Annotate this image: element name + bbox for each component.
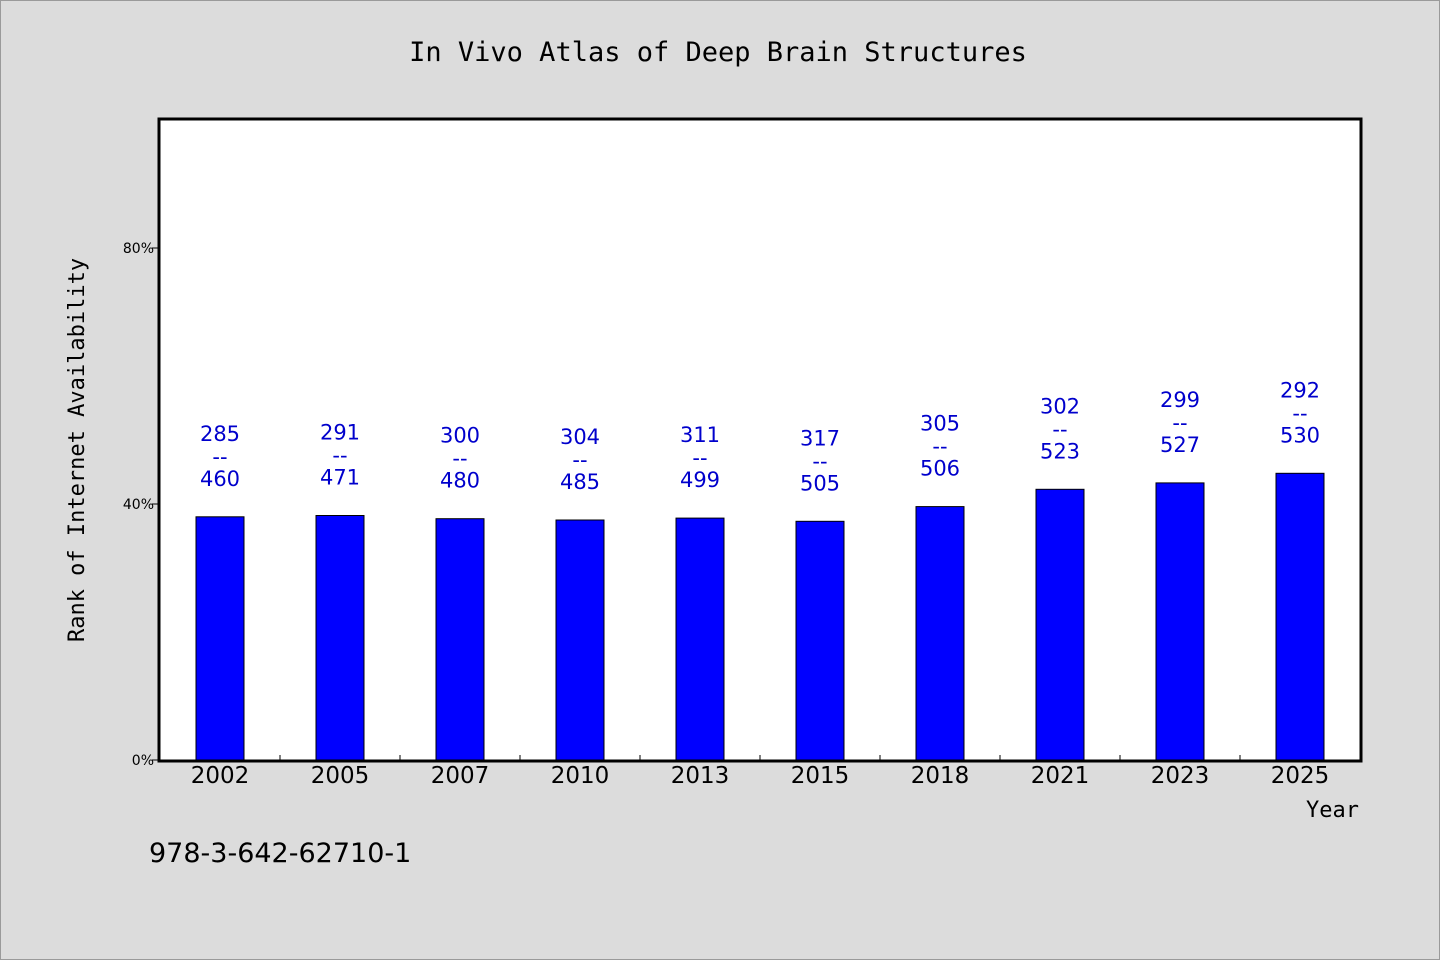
bar-label-separator: --: [452, 447, 467, 471]
bar: [675, 517, 725, 761]
y-axis-label: Rank of Internet Availability: [65, 258, 90, 642]
x-tick-label: 2023: [1151, 763, 1210, 789]
bar-label-bottom: 530: [1280, 423, 1320, 447]
bar-label-separator: --: [812, 449, 827, 473]
bar: [1155, 482, 1205, 761]
bar: [555, 519, 605, 761]
x-tick-label: 2013: [671, 763, 730, 789]
bar-labels-group: 285--460291--471300--480304--485311--499…: [200, 378, 1320, 495]
bar-label-separator: --: [692, 446, 707, 470]
bar: [1035, 488, 1085, 761]
bar-label-top: 300: [440, 424, 480, 448]
bar-label-separator: --: [932, 435, 947, 459]
bar-label-top: 299: [1160, 388, 1200, 412]
bar-label-bottom: 523: [1040, 439, 1080, 463]
bar-label-bottom: 505: [800, 471, 840, 495]
x-ticks-group: 2002 2005 2007 2010 2013 2015 2018 2021 2023 2025: [191, 755, 1330, 789]
bar: [315, 515, 365, 761]
x-tick-label: 2005: [311, 763, 370, 789]
chart-title: In Vivo Atlas of Deep Brain Structures: [409, 37, 1027, 68]
bar-label-top: 285: [200, 422, 240, 446]
bar-label-bottom: 485: [560, 470, 600, 494]
bar-label-bottom: 506: [920, 457, 960, 481]
bars-group: [195, 472, 1325, 761]
x-tick-label: 2018: [911, 763, 970, 789]
y-ticks-group: 0% 40% 80%: [123, 241, 160, 769]
bar-label-separator: --: [212, 445, 227, 469]
bar-label-top: 292: [1280, 378, 1320, 402]
x-tick-label: 2015: [791, 763, 850, 789]
bar-label-separator: --: [572, 448, 587, 472]
bar-label-top: 311: [680, 423, 720, 447]
bar-label-bottom: 499: [680, 468, 720, 492]
y-tick-label: 0%: [132, 753, 154, 769]
bar-label-top: 317: [800, 426, 840, 450]
x-tick-label: 2007: [431, 763, 490, 789]
x-tick-label: 2021: [1031, 763, 1090, 789]
bar-label-top: 305: [920, 412, 960, 436]
bar-label-separator: --: [332, 444, 347, 468]
bar: [915, 506, 965, 761]
bar: [795, 520, 845, 761]
bar-label-top: 291: [320, 421, 360, 445]
bar-label-bottom: 460: [200, 467, 240, 491]
bar: [435, 518, 485, 761]
bar-label-top: 302: [1040, 394, 1080, 418]
bar-label-top: 304: [560, 425, 600, 449]
x-tick-label: 2010: [551, 763, 610, 789]
bar-label-bottom: 480: [440, 469, 480, 493]
bar-label-separator: --: [1172, 411, 1187, 435]
bar-label-bottom: 471: [320, 466, 360, 490]
isbn-text: 978-3-642-62710-1: [149, 838, 411, 869]
bar-label-bottom: 527: [1160, 433, 1200, 457]
x-tick-label: 2002: [191, 763, 250, 789]
x-axis-label: Year: [1306, 798, 1359, 823]
bar: [195, 516, 245, 761]
y-tick-label: 40%: [123, 497, 154, 513]
bar-label-separator: --: [1052, 417, 1067, 441]
bar-label-separator: --: [1292, 401, 1307, 425]
y-tick-label: 80%: [123, 241, 154, 257]
bar: [1275, 472, 1325, 761]
x-tick-label: 2025: [1271, 763, 1330, 789]
